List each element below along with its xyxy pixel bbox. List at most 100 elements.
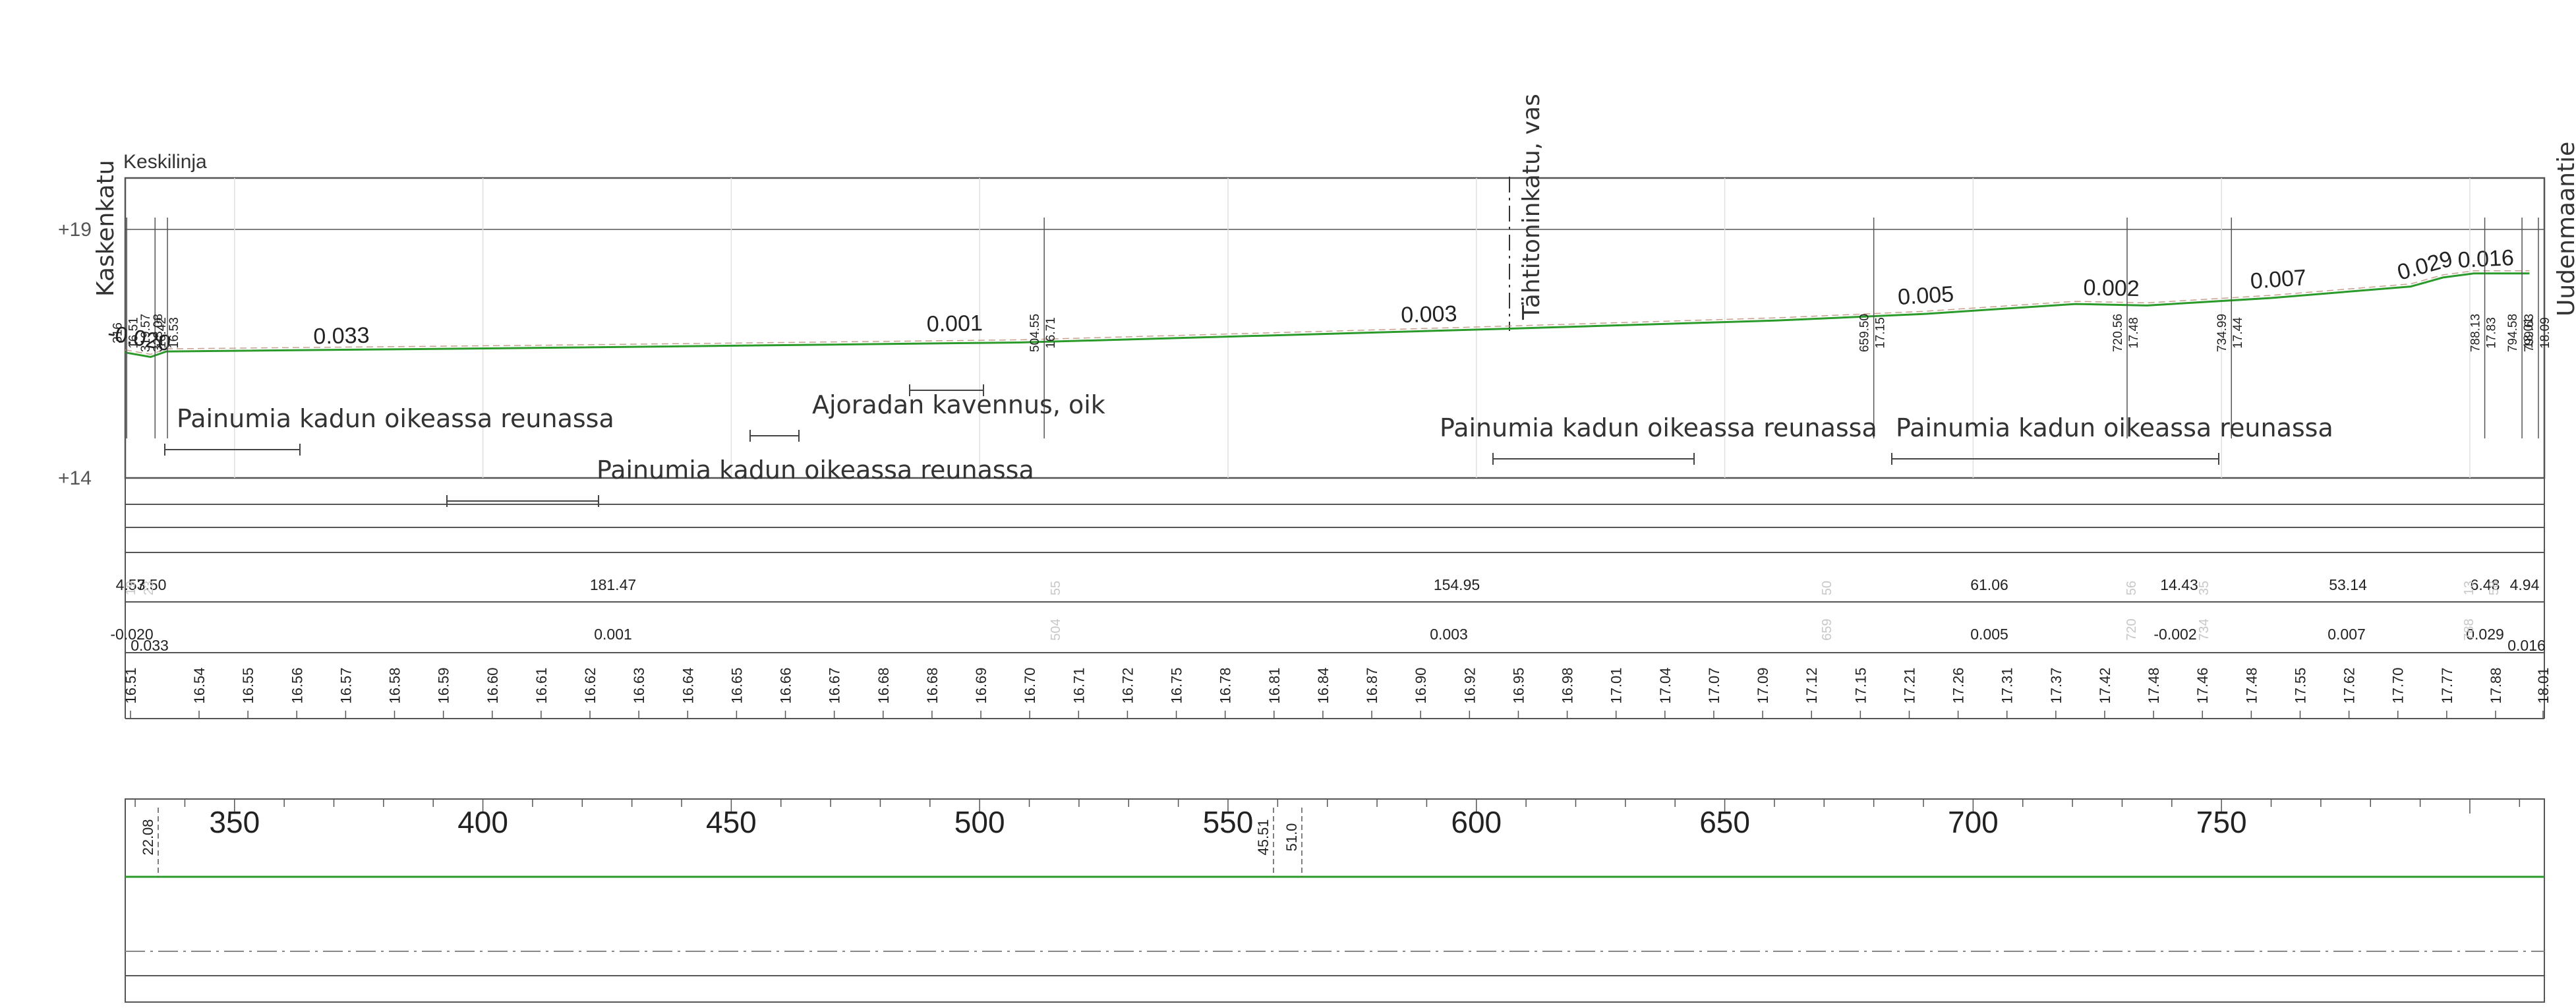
elevation-tick-label: 17.42 <box>2097 667 2113 703</box>
point-elevation-label: 16.42 <box>155 317 169 349</box>
elevation-tick-label: 16.63 <box>631 667 647 703</box>
grade-label: 0.003 <box>1401 301 1457 328</box>
elevation-ticks-row: 16.51 16.54 16.55 16.56 16.57 16.58 16.59 16.60… <box>123 667 2552 719</box>
plan-chainage-label: 750 <box>2196 805 2247 839</box>
point-elevation-label: 17.15 <box>1874 317 1888 349</box>
point-station-label: 734.99 <box>2215 314 2229 352</box>
plan-frame <box>125 798 2545 1003</box>
annotation-label: Painumia kadun oikeassa reunassa <box>597 456 1034 485</box>
grade-value: 0.029 <box>2466 626 2504 643</box>
grade-label: 0.033 <box>313 323 370 349</box>
grade-value: -0.020 <box>110 626 153 643</box>
elevation-tick-label: 16.55 <box>240 667 256 703</box>
elevation-tick-label: 17.26 <box>1950 667 1967 703</box>
existing-ground-line <box>125 270 2530 355</box>
length-value: 3.50 <box>137 576 167 593</box>
elevation-tick-label: 16.61 <box>533 667 550 703</box>
elevation-tick-label: 16.59 <box>436 667 452 703</box>
length-value: 154.95 <box>1434 576 1480 593</box>
plan-ruler-ticks <box>134 799 2521 814</box>
faint-station-label: 58 <box>2487 581 2502 595</box>
elevation-tick-label: 16.51 <box>123 667 139 703</box>
plan-marker-label: 22.08 <box>140 819 156 855</box>
elevation-tick-label: 16.70 <box>1022 667 1038 703</box>
elevation-tick-label: 16.62 <box>582 667 599 703</box>
grade-label: 0.007 <box>2250 265 2308 294</box>
elevation-tick-label: 17.48 <box>2243 667 2260 703</box>
elevation-tick-label: 16.58 <box>387 667 403 703</box>
street-crossing-label: Tähtitoninkatu, vas <box>1518 94 1545 320</box>
elevation-tick-label: 16.75 <box>1169 667 1185 703</box>
faint-station-label: 788 <box>2462 618 2476 640</box>
elevation-tick-label: 16.98 <box>1560 667 1576 703</box>
point-station-label: 319.57 <box>139 314 153 352</box>
plan-chainage-label: 600 <box>1451 805 1502 839</box>
elevation-tick-label: 17.62 <box>2341 667 2358 703</box>
elevation-tick-label: 16.81 <box>1266 667 1283 703</box>
faint-station-label: 720 <box>2124 618 2139 640</box>
plan-chainage-label: 400 <box>457 805 508 839</box>
lengths-row: 4.573.50 181.47 154.95 61.06 14.43 53.14 6.48 4… <box>116 576 2540 593</box>
faint-station-label: 56 <box>2124 581 2139 595</box>
elevation-tick-label: 17.07 <box>1706 667 1722 703</box>
point-station-label: 504.55 <box>1028 314 1042 352</box>
point-elevation-label: 17.83 <box>2485 317 2499 349</box>
plan-chainage-label: 350 <box>209 805 260 839</box>
elevation-tick-label: 17.15 <box>1852 667 1869 703</box>
point-station-label: 788.13 <box>2469 314 2483 352</box>
elevation-tick-label: 17.37 <box>2048 667 2064 703</box>
point-station-label: 323.08 <box>152 314 165 352</box>
elevation-tick-label: 16.64 <box>680 667 696 703</box>
point-station-label: 794.58 <box>2506 314 2520 352</box>
grade-value: 0.003 <box>1430 626 1468 643</box>
faint-station-labels: 19 23 55 504 50 659 56 720 35 734 13 788 58 <box>124 581 2502 641</box>
grade-label: 0.016 <box>2457 245 2515 273</box>
street-start-label: Kaskenkatu <box>92 160 119 297</box>
annotation-label: Painumia kadun oikeassa reunassa <box>177 404 614 433</box>
elevation-tick-label: 17.04 <box>1657 667 1674 703</box>
elevation-tick-label: 16.65 <box>728 667 745 703</box>
elevation-tick-label: 17.46 <box>2194 667 2211 703</box>
grade-label: 0.002 <box>2083 275 2140 301</box>
elevation-tick-label: 16.54 <box>191 667 208 703</box>
profile-title: Keskilinja <box>123 151 207 173</box>
plan-chainage-label: 500 <box>954 805 1005 839</box>
elevation-tick-label: 17.01 <box>1608 667 1625 703</box>
elevation-tick-label: 17.77 <box>2439 667 2455 703</box>
elevation-tick-label: 17.12 <box>1803 667 1820 703</box>
grade-value: 0.007 <box>2327 626 2366 643</box>
elevation-tick-label: 17.31 <box>1999 667 2016 703</box>
grade-label: 0.001 <box>926 311 983 337</box>
point-elevation-label: 18.01 <box>2522 317 2536 349</box>
elevation-tick-label: 17.70 <box>2390 667 2407 703</box>
point-elevation-label: 16.53 <box>167 317 181 349</box>
plan-chainage-label: 650 <box>1699 805 1750 839</box>
grade-value: 0.016 <box>2507 637 2546 654</box>
plan-markers: 22.08 45.51 51.0 <box>140 808 1303 877</box>
elevation-tick-label: 16.84 <box>1315 667 1332 703</box>
elevation-tick-label: 18.01 <box>2535 667 2552 703</box>
plan-chainage-labels: 350 400 450 500 550 600 650 700 750 <box>209 805 2246 839</box>
faint-station-label: 55 <box>1049 581 1063 595</box>
profile-frame <box>124 177 2546 479</box>
plan-chainage-label: 550 <box>1203 805 1254 839</box>
length-value: 4.57 <box>116 576 146 593</box>
elevation-tick-label: 17.09 <box>1755 667 1771 703</box>
faint-station-label: 13 <box>2462 581 2476 595</box>
point-elevation-label: 16.71 <box>1044 317 1058 349</box>
elevation-tick-label: 16.95 <box>1510 667 1527 703</box>
length-value: 14.43 <box>2160 576 2198 593</box>
faint-station-label: 35 <box>2197 581 2211 595</box>
elevation-tick-label: 16.92 <box>1461 667 1478 703</box>
elevation-tick-label: 17.48 <box>2146 667 2162 703</box>
annotation-label: Painumia kadun oikeassa reunassa <box>1896 413 2333 442</box>
elevation-tick-label: 16.72 <box>1119 667 1136 703</box>
elevation-tick-label: 16.87 <box>1364 667 1380 703</box>
elevation-tick-label: 16.71 <box>1070 667 1087 703</box>
y-min-label: +14 <box>58 467 92 489</box>
faint-station-label: 50 <box>1820 581 1834 595</box>
grade-value: 0.001 <box>594 626 632 643</box>
